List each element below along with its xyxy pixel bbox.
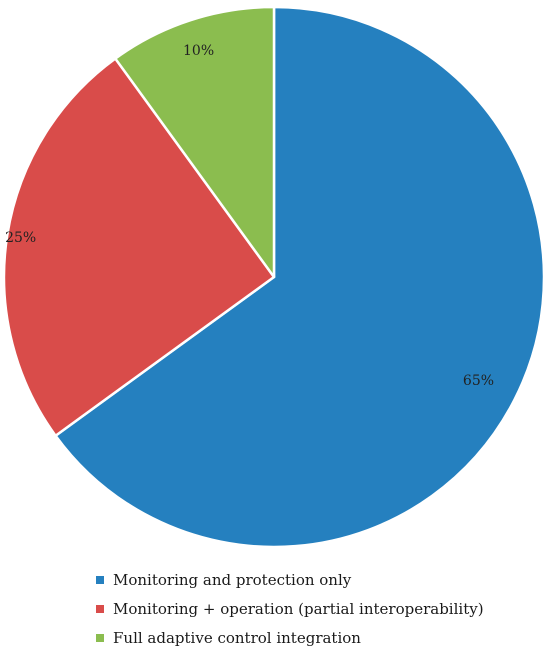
legend-swatch-green — [96, 633, 104, 642]
legend: Monitoring and protection only Monitorin… — [96, 565, 536, 652]
pie-slices — [2, 5, 546, 549]
pie-slice-monitoring-operation — [2, 57, 276, 437]
legend-item-monitoring-operation: Monitoring + operation (partial interope… — [96, 594, 536, 623]
pie-slice-labels: 65% 25% 10% — [5, 43, 494, 389]
pie-slice-label: 25% — [5, 230, 36, 246]
pie-chart: 65% 25% 10% — [2, 5, 546, 549]
legend-item-monitoring-protection: Monitoring and protection only — [96, 565, 536, 594]
pie-slice-label: 65% — [463, 373, 494, 389]
pie-slice-monitoring-protection — [54, 5, 546, 549]
pie-slice-full-adaptive-control — [114, 5, 276, 279]
legend-item-full-adaptive-control: Full adaptive control integration — [96, 623, 536, 652]
pie-slice-label: 10% — [183, 43, 214, 59]
legend-swatch-red — [96, 604, 104, 613]
legend-label: Monitoring + operation (partial interope… — [113, 599, 484, 618]
legend-swatch-blue — [96, 575, 104, 584]
legend-label: Monitoring and protection only — [113, 570, 352, 589]
legend-label: Full adaptive control integration — [113, 628, 361, 647]
